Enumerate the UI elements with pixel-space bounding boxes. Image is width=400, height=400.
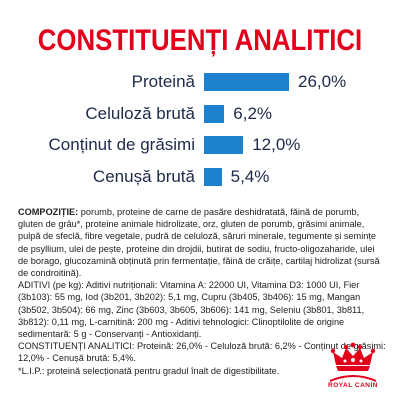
composition-heading: COMPOZIȚIE: <box>18 207 79 217</box>
bar-category-label: Celuloză brută <box>85 103 195 123</box>
composition-text-block: COMPOZIȚIE: porumb, proteine de carne de… <box>18 206 386 377</box>
bar <box>204 104 225 123</box>
svg-text:ROYAL CANIN: ROYAL CANIN <box>328 382 378 389</box>
nutrient-bar-chart: Proteină 26,0% Celuloză brută 6,2% Conținut … <box>48 72 347 186</box>
bar-value-label: 26,0% <box>298 72 347 91</box>
lip-footnote: *L.I.P.: proteină selecționată pentru gr… <box>18 365 280 376</box>
composition-body: porumb, proteine de carne de pasăre desh… <box>18 207 380 279</box>
bar-value-label: 5,4% <box>230 166 270 186</box>
bar <box>204 73 289 91</box>
bar <box>204 167 222 186</box>
crown-logo-icon: ROYAL CANIN <box>328 342 378 389</box>
analytic-paragraph: CONSTITUENȚI ANALITICI: Proteină: 26,0% … <box>18 340 386 364</box>
page-title: CONSTITUENȚI ANALITICI <box>37 24 363 57</box>
royal-canin-logo: ROYAL CANIN <box>322 340 384 390</box>
bar-value-label: 12,0% <box>252 135 301 154</box>
analytic-heading: CONSTITUENȚI ANALITICI: <box>18 341 135 352</box>
bar-category-label: Conținut de grăsimi <box>48 135 195 154</box>
bar <box>204 136 244 154</box>
additives-paragraph: ADITIVI (pe kg): Aditivi nutriționali: V… <box>18 280 365 340</box>
bar-category-label: Proteină <box>131 72 195 91</box>
composition-paragraph: COMPOZIȚIE: porumb, proteine de carne de… <box>18 206 386 279</box>
bar-category-label: Cenușă brută <box>92 166 195 186</box>
bar-value-label: 6,2% <box>233 103 273 123</box>
analytic-body: Proteină: 26,0% - Celuloză brută: 6,2% -… <box>18 341 386 364</box>
